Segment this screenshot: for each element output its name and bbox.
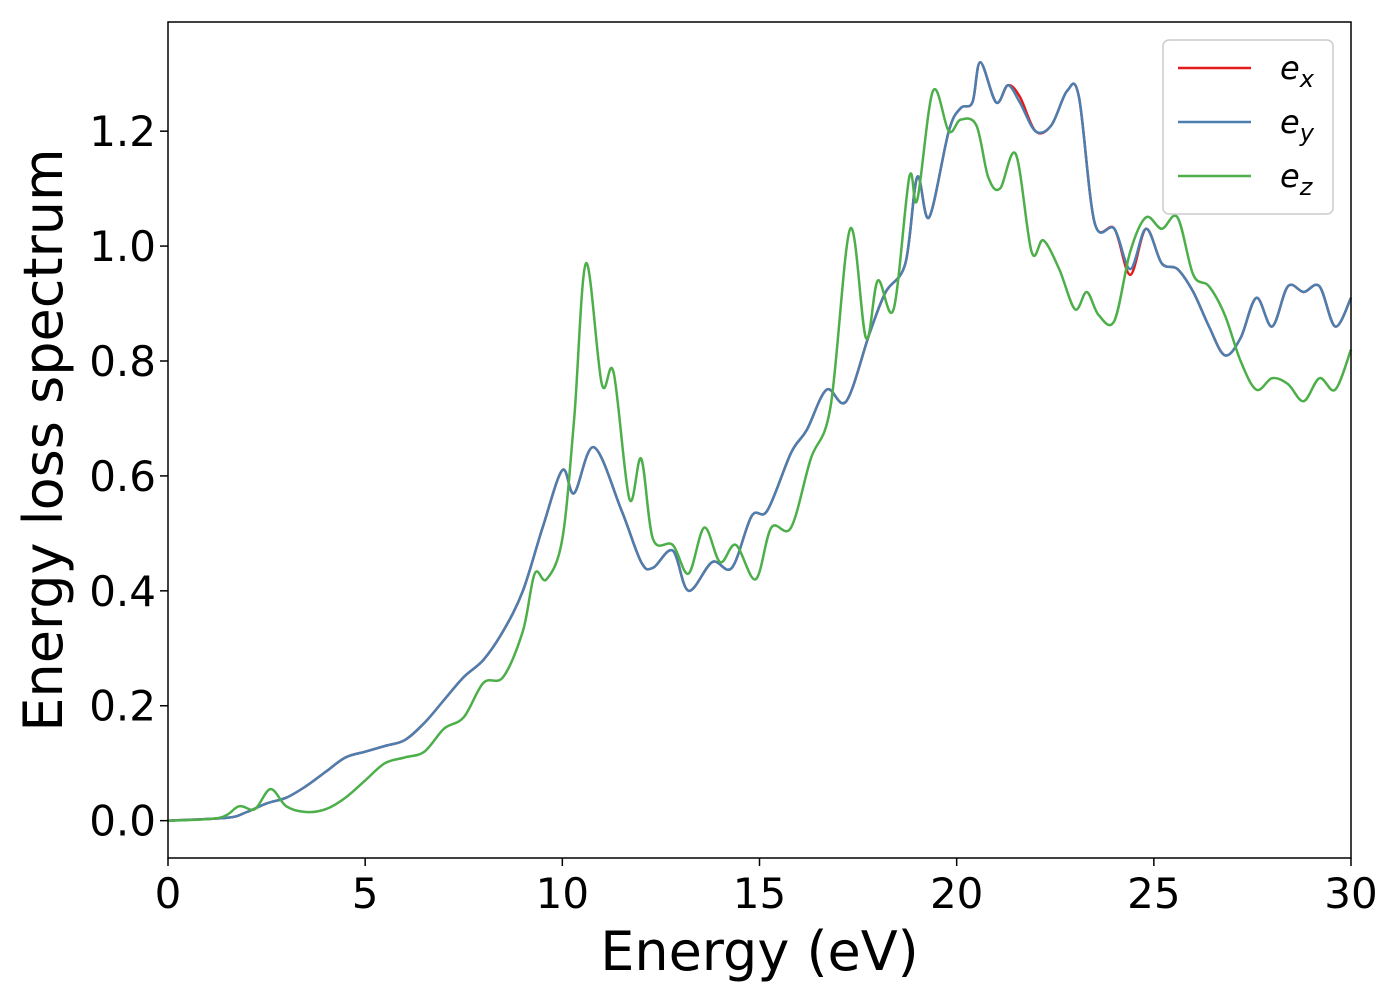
series-layer — [167, 60, 1353, 822]
y-tick-label: 1.0 — [89, 222, 156, 271]
x-axis: 0 5 10 15 20 25 30 — [155, 858, 1378, 918]
x-tick-label: 20 — [930, 869, 983, 918]
legend-label-x: ex — [1280, 49, 1315, 93]
y-tick-label: 0.4 — [89, 567, 156, 616]
x-axis-title: Energy (eV) — [600, 920, 919, 983]
y-axis-title: Energy loss spectrum — [12, 148, 75, 731]
y-tick-label: 0.6 — [89, 452, 156, 501]
x-tick-label: 15 — [733, 869, 786, 918]
legend: ex ey ez — [1162, 39, 1334, 215]
y-tick-label: 0.8 — [89, 337, 156, 386]
x-tick-label: 30 — [1324, 869, 1377, 918]
legend-box — [1162, 39, 1334, 215]
y-tick-label: 1.2 — [89, 107, 156, 156]
y-tick-label: 0.2 — [89, 682, 156, 731]
y-tick-label: 0.0 — [89, 797, 156, 846]
x-tick-label: 5 — [352, 869, 379, 918]
legend-label-y: ey — [1280, 103, 1315, 147]
legend-label-z: ez — [1280, 157, 1314, 201]
plot-background — [168, 22, 1351, 858]
x-tick-label: 10 — [536, 869, 589, 918]
x-tick-label: 0 — [155, 869, 182, 918]
x-tick-label: 25 — [1127, 869, 1180, 918]
series-line-z — [167, 87, 1353, 822]
y-axis: 0.0 0.2 0.4 0.6 0.8 1.0 1.2 — [89, 107, 168, 846]
series-line-y — [167, 60, 1353, 822]
